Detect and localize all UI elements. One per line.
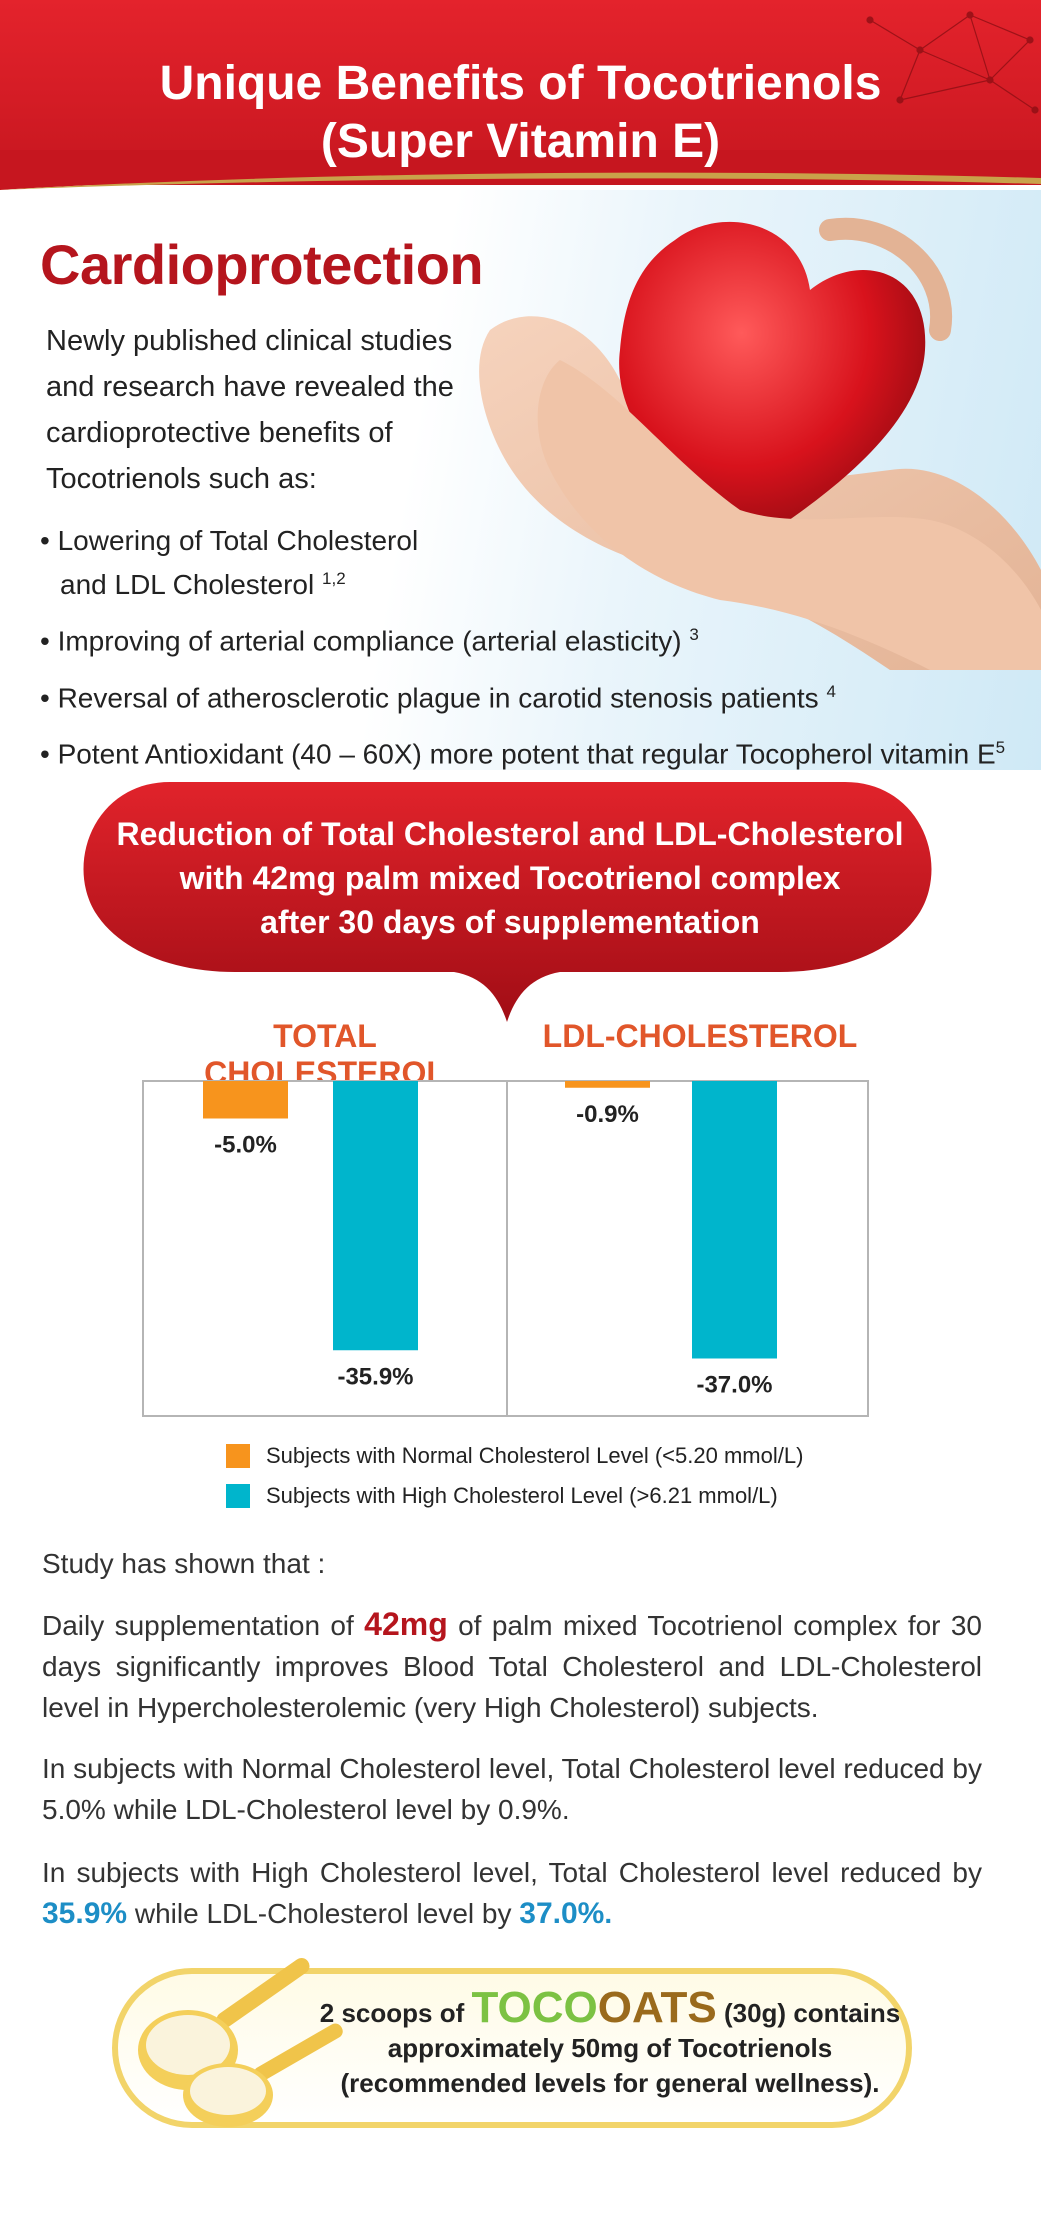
footer-post: (30g) contains [716,1998,901,2028]
footer-line-3: (recommended levels for general wellness… [340,2068,880,2098]
legend-swatch-teal [226,1484,250,1508]
banner-line-1: Reduction of Total Cholesterol and LDL-C… [116,816,904,852]
data-label-total-normal: -5.0% [214,1132,277,1159]
bullet-text-cont: and LDL Cholesterol [60,569,315,601]
network-pattern-icon [866,11,1039,114]
legend-item-high: Subjects with High Cholesterol Level (>6… [226,1476,803,1516]
cholesterol-bar-chart: -5.0% -35.9% -0.9% -37.0% [142,1080,869,1417]
reference-mark: 3 [689,625,699,645]
reference-mark: 4 [826,681,836,701]
study-paragraph-3: In subjects with High Cholesterol level,… [42,1852,982,1934]
data-label-total-high: -35.9% [337,1363,413,1390]
bar-total-high [333,1081,418,1351]
footer-line-1: 2 scoops of TOCOOATS (30g) contains [310,1986,910,2031]
page-title: Unique Benefits of Tocotrienols (Super V… [0,55,1041,171]
bar-ldl-normal [565,1081,650,1088]
study-paragraph-1: Daily supplementation of 42mg of palm mi… [42,1604,982,1728]
legend-label-normal: Subjects with Normal Cholesterol Level (… [266,1443,804,1468]
data-label-ldl-normal: -0.9% [576,1101,639,1128]
footer-line-2: approximately 50mg of Tocotrienols [387,2033,833,2063]
data-label-ldl-high: -37.0% [696,1372,772,1399]
study-banner-shape [83,782,932,1022]
section-heading: Cardioprotection [40,233,484,296]
list-item: • Reversal of atherosclerotic plague in … [40,673,1020,717]
p1-text-b: of palm mixed Tocotrienol complex for 30… [42,1610,982,1723]
chart-bars: -5.0% -35.9% -0.9% -37.0% [203,1081,777,1399]
oat-scoops-icon [138,1958,343,2127]
legend-label-high: Subjects with High Cholesterol Level (>6… [266,1483,778,1508]
bullet-text: • Improving of arterial compliance (arte… [40,625,682,657]
p3-text-b: while LDL-Cholesterol level by [127,1898,520,1929]
title-line-2: (Super Vitamin E) [320,115,721,168]
bullet-text: • Reversal of atherosclerotic plague in … [40,681,819,713]
header-gold-swoosh [0,150,1041,190]
bar-ldl-high [692,1081,777,1359]
brand-oats: OATS [597,1983,717,2032]
p3-highlight-1: 35.9% [42,1897,128,1930]
hands-holding-heart-image [479,217,1041,670]
legend-item-normal: Subjects with Normal Cholesterol Level (… [226,1436,803,1476]
reference-mark: 1,2 [322,569,346,588]
bullet-text: • Lowering of Total Cholesterol [40,525,419,556]
title-line-1: Unique Benefits of Tocotrienols [159,57,882,110]
banner-line-2: with 42mg palm mixed Tocotrienol complex [179,860,841,896]
list-item: • Improving of arterial compliance (arte… [40,616,1020,660]
list-item: • Potent Antioxidant (40 – 60X) more pot… [40,729,1020,773]
p3-text-a: In subjects with High Cholesterol level,… [42,1857,982,1888]
chart-title-ldl-cholesterol: LDL-CHOLESTEROL [542,1018,858,1054]
footer-text: 2 scoops of TOCOOATS (30g) contains appr… [310,1986,910,2101]
study-lead: Study has shown that : [42,1548,326,1579]
p1-highlight: 42mg [364,1606,448,1642]
chart-legend: Subjects with Normal Cholesterol Level (… [226,1436,803,1516]
banner-text: Reduction of Total Cholesterol and LDL-C… [110,812,910,944]
benefits-list: • Lowering of Total Cholesterol and LDL … [40,522,1020,785]
bar-total-normal [203,1081,288,1119]
banner-line-3: after 30 days of supplementation [260,904,760,940]
study-paragraph-2: In subjects with Normal Cholesterol leve… [42,1753,982,1825]
bullet-text: • Potent Antioxidant (40 – 60X) more pot… [40,738,996,770]
intro-paragraph: Newly published clinical studies and res… [46,325,454,495]
list-item: • Lowering of Total Cholesterol and LDL … [40,522,1020,604]
p1-text-a: Daily supplementation of [42,1610,365,1641]
footer-pre: 2 scoops of [319,1998,472,2028]
p3-text-c: . [604,1898,613,1929]
p3-highlight-2: 37.0% [519,1897,605,1930]
legend-swatch-orange [226,1444,250,1468]
brand-toco: TOCO [471,1983,598,2032]
reference-mark: 5 [995,737,1006,757]
